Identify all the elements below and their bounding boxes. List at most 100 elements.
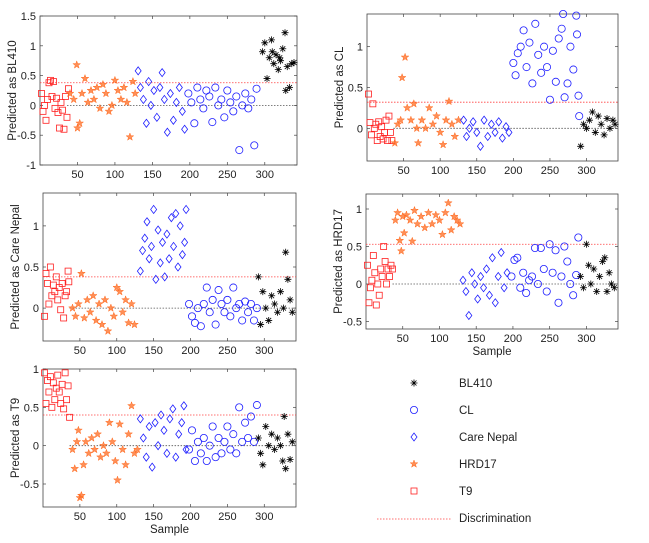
data-point — [262, 423, 270, 430]
data-point — [412, 219, 422, 228]
data-point — [288, 308, 296, 316]
data-point — [175, 82, 183, 93]
data-point — [505, 127, 513, 138]
data-point — [424, 103, 434, 112]
x-tick-label: 150 — [144, 511, 162, 523]
data-point — [254, 434, 262, 442]
data-point — [365, 90, 372, 98]
data-point — [57, 99, 65, 106]
y-tick-label: 0.5 — [21, 71, 36, 83]
data-point — [79, 313, 89, 322]
data-point — [60, 405, 68, 413]
data-point — [282, 248, 290, 256]
axes-frame — [39, 15, 298, 166]
y-tick-label: 1 — [357, 42, 363, 54]
data-point — [139, 433, 147, 443]
data-point — [73, 425, 83, 435]
data-point — [115, 286, 125, 296]
data-point — [603, 288, 611, 295]
data-point — [368, 276, 376, 284]
data-point — [157, 410, 165, 420]
legend-marker-star — [409, 459, 419, 468]
data-point — [536, 243, 545, 252]
legend-marker-asterisk — [410, 379, 418, 387]
data-point — [367, 284, 374, 292]
data-point — [420, 223, 430, 232]
data-point — [205, 92, 214, 101]
data-point — [413, 138, 423, 147]
data-point — [163, 229, 171, 239]
data-point — [51, 396, 59, 404]
data-point — [217, 299, 226, 308]
x-tick-label: 300 — [577, 333, 595, 345]
data-point — [217, 449, 226, 458]
data-point — [172, 97, 180, 108]
data-point — [247, 95, 256, 104]
data-point — [214, 286, 223, 295]
data-point — [557, 272, 566, 281]
data-point — [45, 79, 53, 87]
data-point — [498, 133, 506, 143]
data-point — [176, 221, 184, 231]
data-point — [87, 433, 97, 442]
data-point — [528, 272, 537, 281]
x-tick-label: 100 — [430, 333, 448, 345]
data-point — [569, 65, 578, 74]
data-point — [252, 84, 261, 93]
data-point — [196, 95, 205, 104]
data-point — [263, 75, 271, 83]
y-tick-label: 1 — [33, 221, 39, 233]
data-point — [447, 119, 457, 129]
data-point — [187, 426, 196, 435]
data-point — [50, 78, 57, 85]
data-point — [129, 319, 140, 329]
data-point — [537, 68, 546, 77]
data-point — [77, 88, 87, 98]
legend-label: T9 — [459, 486, 472, 498]
data-point — [199, 104, 208, 113]
x-tick-label: 100 — [106, 169, 124, 181]
series-t9 — [364, 243, 396, 309]
data-point — [594, 112, 602, 120]
data-point — [513, 49, 522, 58]
data-point — [205, 441, 214, 450]
data-point — [67, 303, 78, 312]
data-point — [126, 401, 137, 410]
data-point — [62, 93, 69, 100]
series-bl410 — [577, 240, 618, 295]
series-hrd17 — [65, 60, 140, 141]
data-point — [220, 308, 229, 317]
data-point — [522, 63, 531, 72]
series-care-nepal — [136, 401, 190, 472]
data-point — [551, 246, 560, 255]
data-point — [72, 60, 82, 69]
data-point — [513, 253, 522, 262]
data-point — [42, 270, 50, 277]
y-tick-label: 0.5 — [347, 242, 362, 254]
data-point — [54, 371, 62, 379]
x-tick-label: 50 — [397, 333, 409, 345]
data-point — [193, 83, 202, 92]
data-point — [283, 63, 291, 71]
data-point — [274, 308, 282, 316]
data-point — [172, 208, 180, 219]
data-point — [129, 448, 140, 458]
data-point — [220, 437, 229, 446]
data-point — [371, 269, 379, 277]
data-point — [147, 241, 155, 252]
data-point — [554, 298, 563, 307]
data-point — [249, 316, 258, 325]
data-point — [241, 297, 250, 306]
data-point — [557, 24, 566, 33]
data-point — [69, 94, 79, 104]
data-point — [387, 261, 395, 269]
data-point — [166, 88, 174, 99]
data-point — [223, 422, 232, 431]
legend-label: BL410 — [459, 378, 492, 390]
data-point — [65, 88, 75, 98]
data-point — [390, 215, 400, 225]
data-point — [101, 448, 111, 458]
data-point — [528, 79, 537, 88]
data-point — [182, 204, 190, 215]
